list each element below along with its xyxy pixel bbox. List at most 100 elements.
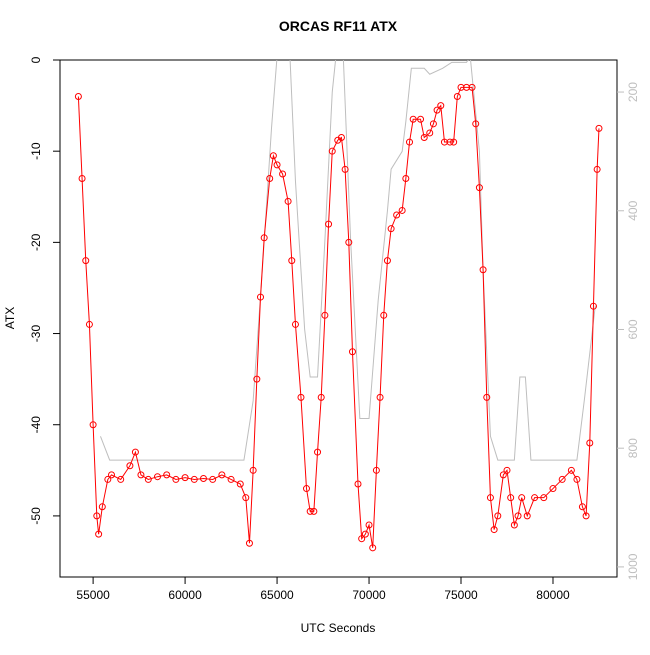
point <box>514 512 522 520</box>
point <box>78 175 86 183</box>
point <box>218 471 226 479</box>
point <box>479 266 487 274</box>
point <box>499 471 507 479</box>
point <box>74 92 82 100</box>
point <box>137 471 145 479</box>
point <box>199 475 207 483</box>
point <box>227 475 235 483</box>
point <box>507 494 515 502</box>
point <box>144 475 152 483</box>
chart-title: ORCAS RF11 ATX <box>279 18 398 34</box>
point <box>314 448 322 456</box>
point <box>190 475 198 483</box>
point <box>104 475 112 483</box>
point <box>242 494 250 502</box>
point <box>453 92 461 100</box>
point <box>354 480 362 488</box>
point <box>558 475 566 483</box>
point <box>317 393 325 401</box>
point <box>595 124 603 132</box>
point <box>108 471 116 479</box>
point <box>393 211 401 219</box>
y-tick-label: -30 <box>29 325 43 343</box>
x-tick-label: 65000 <box>260 588 294 602</box>
point <box>573 475 581 483</box>
point <box>586 439 594 447</box>
y-tick-label: -20 <box>29 233 43 251</box>
point <box>95 530 103 538</box>
series-line <box>100 60 596 461</box>
point <box>490 526 498 534</box>
point <box>297 393 305 401</box>
point <box>126 462 134 470</box>
series-line <box>77 86 600 548</box>
point <box>417 115 425 123</box>
point <box>398 206 406 214</box>
point <box>589 302 597 310</box>
point <box>433 106 441 114</box>
y-tick-label: -40 <box>29 416 43 434</box>
point <box>163 471 171 479</box>
point <box>321 311 329 319</box>
point <box>531 494 539 502</box>
y2-tick-label: 1000 <box>626 553 640 580</box>
point <box>82 257 90 265</box>
point <box>345 238 353 246</box>
point <box>181 474 189 482</box>
point <box>380 311 388 319</box>
point <box>450 138 458 146</box>
point <box>310 507 318 515</box>
point <box>306 507 314 515</box>
point <box>358 535 366 543</box>
point <box>475 184 483 192</box>
point <box>369 544 377 552</box>
point <box>337 134 345 142</box>
x-tick-label: 80000 <box>536 588 570 602</box>
point <box>383 257 391 265</box>
x-tick-label: 75000 <box>444 588 478 602</box>
point <box>376 393 384 401</box>
point <box>288 257 296 265</box>
point <box>468 83 476 91</box>
point <box>483 393 491 401</box>
point <box>302 485 310 493</box>
point <box>567 466 575 474</box>
point <box>437 102 445 110</box>
point <box>253 375 261 383</box>
point <box>361 530 369 538</box>
x-tick-label: 60000 <box>168 588 202 602</box>
plot-box <box>59 59 618 578</box>
point <box>273 161 281 169</box>
point <box>406 138 414 146</box>
x-tick-label: 70000 <box>352 588 386 602</box>
point <box>348 348 356 356</box>
y2-tick-label: 600 <box>626 319 640 339</box>
point <box>291 320 299 328</box>
point <box>98 503 106 511</box>
point <box>89 421 97 429</box>
point <box>472 120 480 128</box>
point <box>131 448 139 456</box>
point <box>372 466 380 474</box>
x-axis-label: UTC Seconds <box>301 621 376 635</box>
point <box>446 138 454 146</box>
point <box>93 512 101 520</box>
point <box>486 494 494 502</box>
point <box>209 475 217 483</box>
point <box>549 485 557 493</box>
y2-tick-label: 400 <box>626 200 640 220</box>
point <box>365 521 373 529</box>
point <box>341 165 349 173</box>
point <box>328 147 336 155</box>
point <box>510 521 518 529</box>
y-tick-label: -10 <box>29 142 43 160</box>
point <box>260 234 268 242</box>
point <box>426 129 434 137</box>
point <box>85 320 93 328</box>
y-tick-label: 0 <box>29 56 43 63</box>
point <box>236 480 244 488</box>
point <box>503 466 511 474</box>
point <box>279 170 287 178</box>
